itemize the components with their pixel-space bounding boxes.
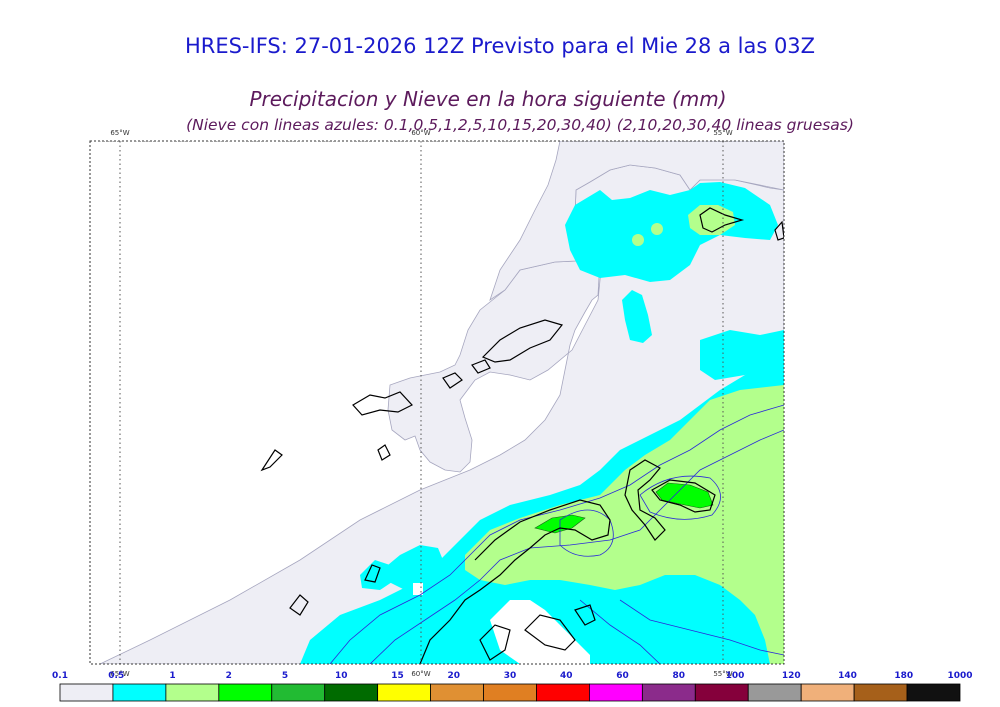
colorbar-tick-label: 1000 — [947, 671, 972, 681]
colorbar-tick-label: 140 — [838, 671, 857, 681]
map-area — [90, 141, 784, 664]
colorbar-tick-label: 180 — [894, 671, 913, 681]
colorbar-swatch — [694, 683, 749, 702]
precipitation-colorbar: 0.1 0.5 1 2 5 10 15 20 30 40 60 80 100 120 140 180 1000 — [52, 671, 973, 702]
colorbar-swatch — [536, 683, 590, 702]
model-run-title: HRES-IFS: 27-01-2026 12Z Previsto para e… — [184, 34, 816, 58]
precip-cyan-island — [622, 290, 652, 343]
coastlines — [260, 207, 784, 664]
meridian-label-55w-bottom: 55°W — [713, 670, 732, 678]
colorbar-tick-label: 80 — [672, 671, 685, 681]
colorbar-swatch — [906, 683, 961, 702]
no-precip-area — [490, 600, 590, 664]
colorbar-tick-label: 60 — [616, 671, 629, 681]
colorbar-tick-label: 2 — [226, 671, 232, 681]
colorbar-swatch — [641, 683, 696, 702]
colorbar-swatch — [589, 683, 643, 702]
colorbar-tick-label: 120 — [782, 671, 801, 681]
colorbar-swatch — [271, 683, 326, 702]
colorbar-tick-label: 100 — [726, 671, 745, 681]
colorbar-swatch — [800, 683, 855, 702]
colorbar-tick-label: 30 — [504, 671, 517, 681]
graticule — [90, 141, 784, 664]
colorbar-swatch — [218, 683, 273, 702]
colorbar-swatch — [112, 683, 167, 702]
colorbar-swatch — [59, 683, 114, 702]
contour-legend-note: (Nieve con lineas azules: 0.1,0.5,1,2,5,… — [186, 116, 854, 134]
meridian-label-60w: 60°W — [411, 129, 430, 137]
meridian-label-55w: 55°W — [713, 129, 732, 137]
precip-green-strong-2 — [655, 482, 714, 509]
colorbar-tick-label: 10 — [335, 671, 348, 681]
no-precip-small — [413, 583, 423, 595]
precip-cyan-upper-right — [700, 330, 784, 380]
precip-green-light — [465, 385, 784, 664]
colorbar-swatch — [483, 683, 537, 702]
colorbar-swatch — [165, 683, 220, 702]
colorbar-swatch — [377, 683, 431, 702]
precip-cyan-upper — [565, 182, 778, 282]
colorbar-tick-label: 0.5 — [108, 671, 124, 681]
map-frame — [89, 140, 785, 665]
field-title: Precipitacion y Nieve en la hora siguien… — [249, 87, 727, 111]
snow-contours — [329, 404, 784, 664]
colorbar-tick-label: 15 — [391, 671, 404, 681]
meridian-label-60w-bottom: 60°W — [411, 670, 430, 678]
colorbar-tick-label: 0.1 — [52, 671, 68, 681]
colorbar-tick-label: 5 — [282, 671, 288, 681]
colorbar-tick-label: 40 — [560, 671, 573, 681]
colorbar-swatch — [430, 683, 484, 702]
precip-green-dot-2 — [632, 234, 644, 246]
colorbar-swatch — [324, 683, 379, 702]
colorbar-tick-label: 20 — [447, 671, 460, 681]
colorbar-swatch — [853, 683, 908, 702]
colorbar-swatch — [747, 683, 802, 702]
meridian-label-65w-bottom: 65°W — [110, 670, 129, 678]
precip-cyan-left — [385, 545, 445, 590]
colorbar-tick-label: 1 — [169, 671, 175, 681]
precip-green-dot-1 — [651, 223, 663, 235]
meridian-label-65w: 65°W — [110, 129, 129, 137]
